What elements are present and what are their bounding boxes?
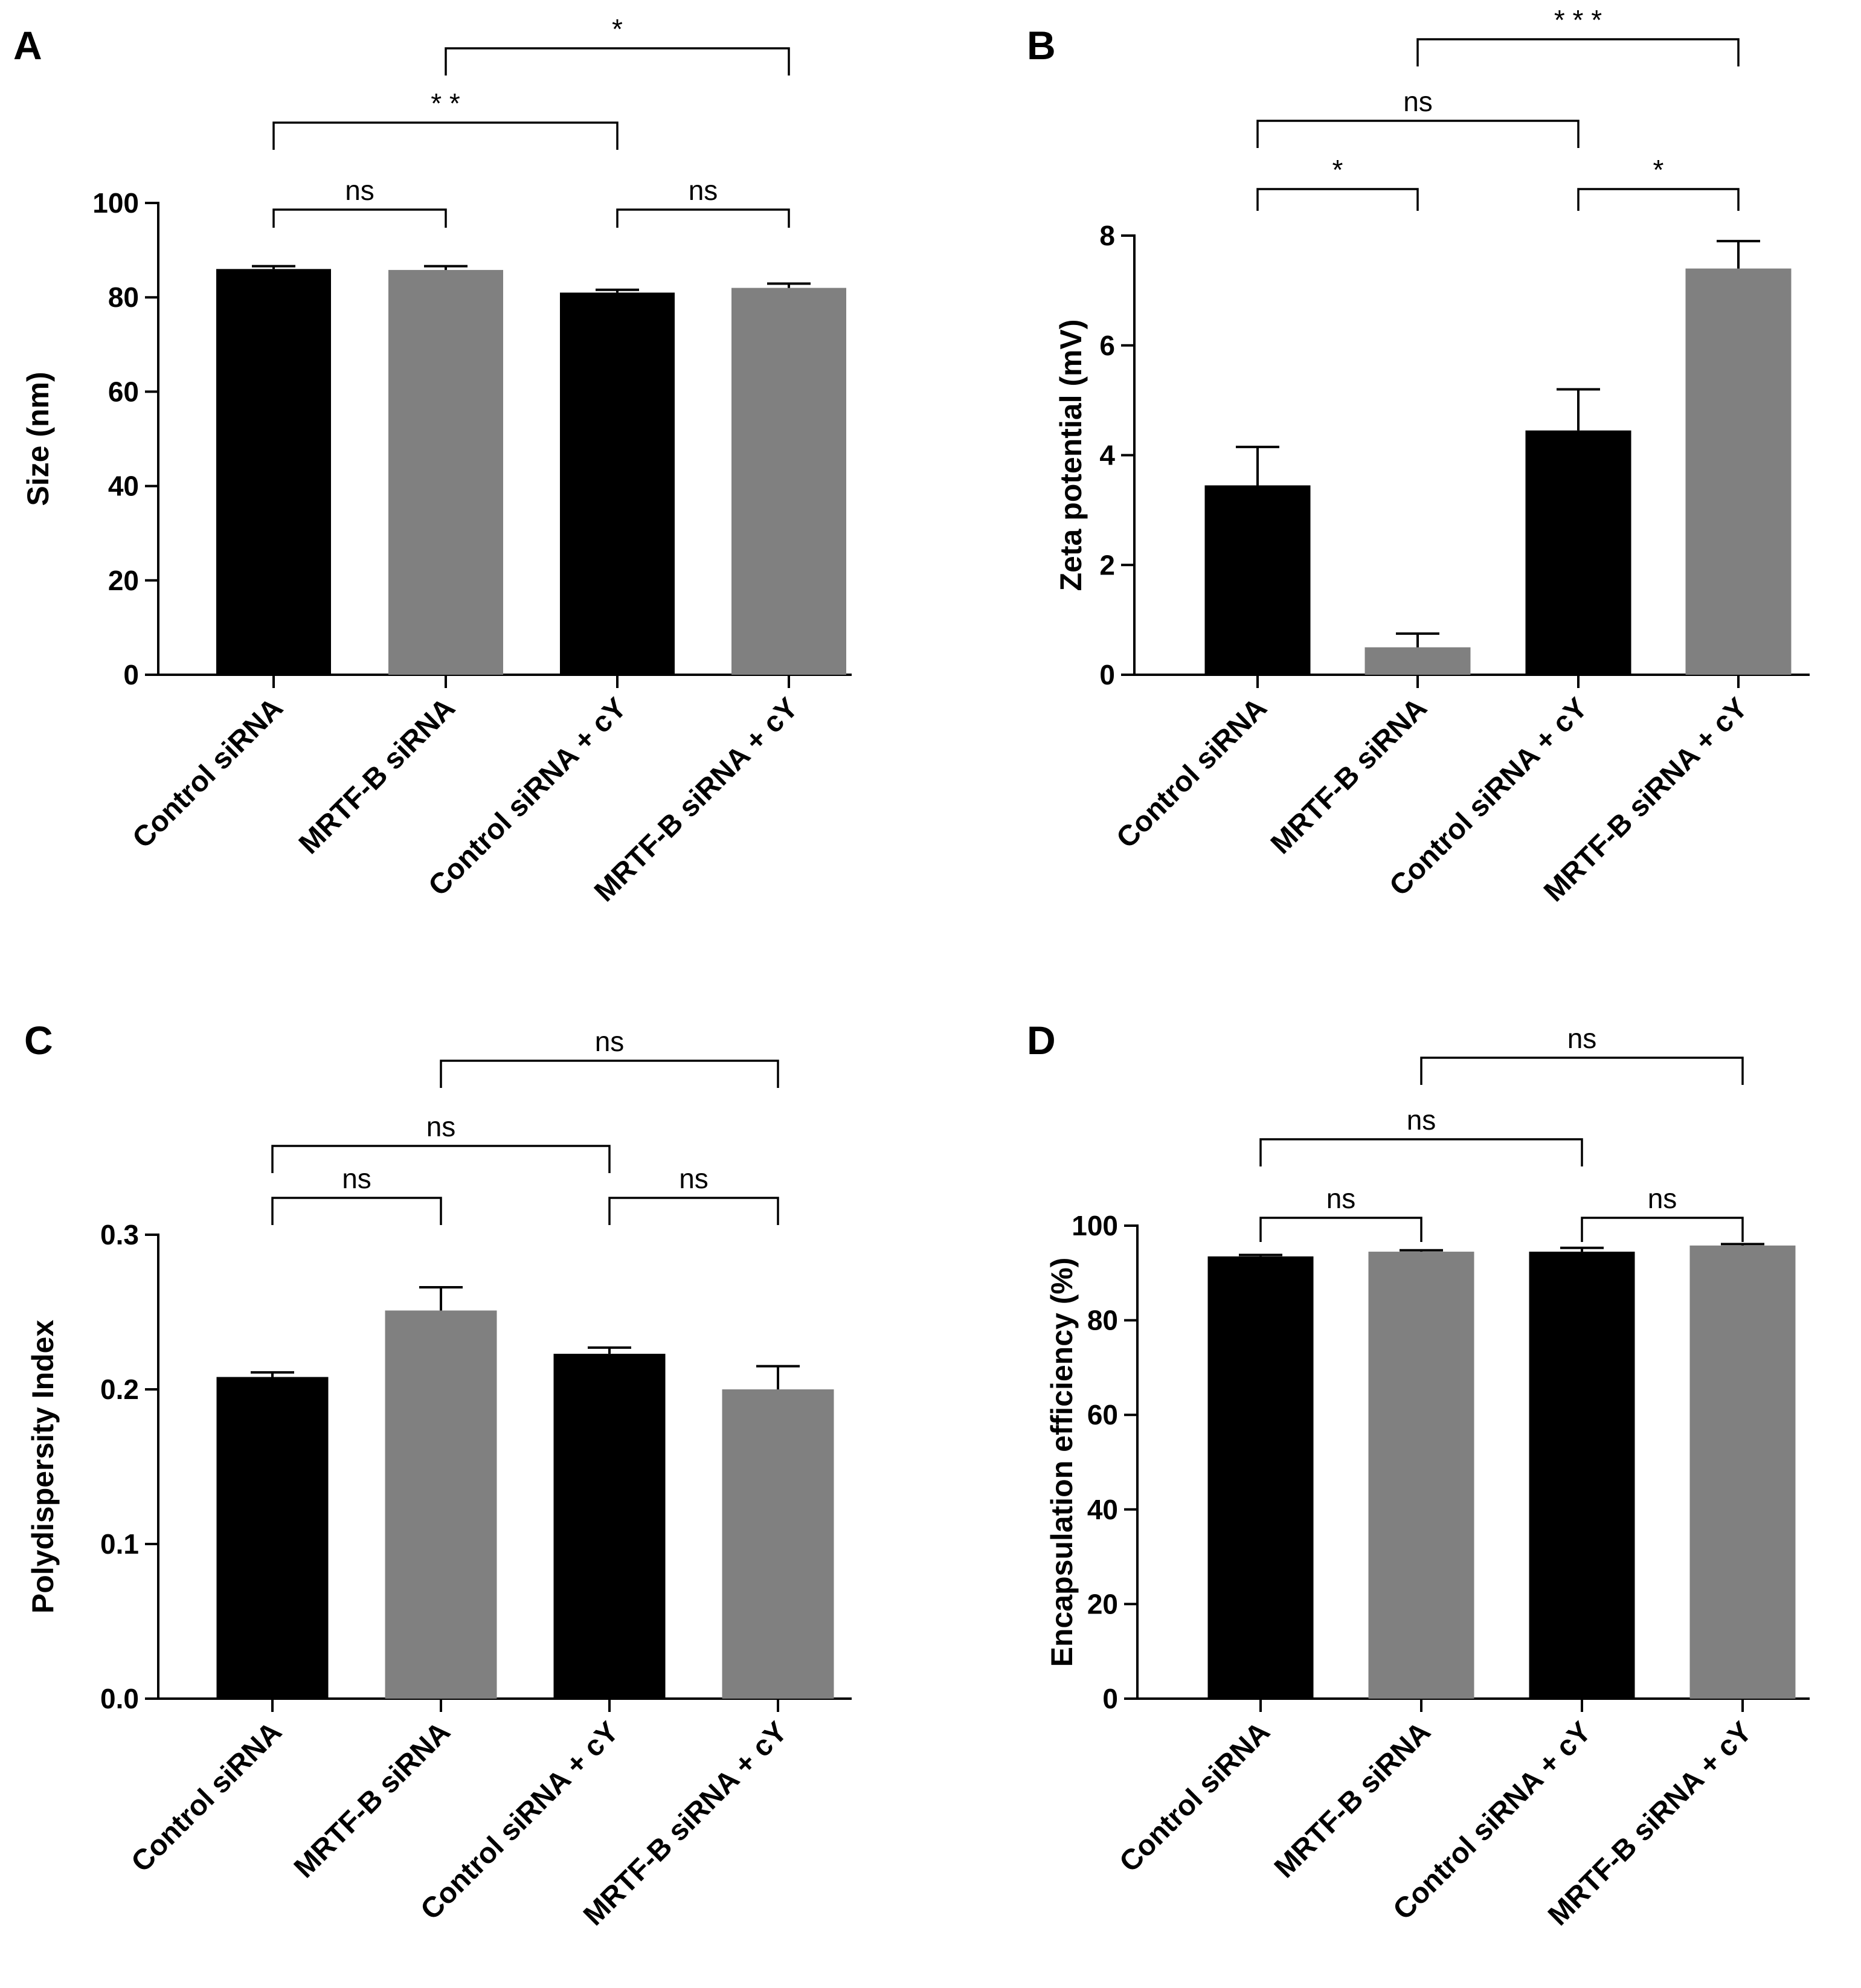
bar-2 (385, 1310, 497, 1699)
significance-label: ns (595, 1026, 625, 1057)
chart-panel-d: D 0 20 40 60 80 100 Encapsulation efficiency (%… (1027, 1018, 1810, 1932)
y-axis-label: Polydispersity Index (26, 1320, 60, 1613)
significance-bracket (1259, 1138, 1583, 1166)
y-tick-label: 40 (108, 471, 139, 502)
x-category-label: MRTF-B siRNA (1265, 692, 1433, 860)
y-tick-label: 0 (123, 659, 139, 690)
x-category-label: Control siRNA (126, 692, 289, 854)
y-tick-label: 80 (108, 281, 139, 313)
bar-2 (1368, 1252, 1474, 1699)
significance-label: ns (345, 175, 374, 206)
x-category-label: MRTF-B siRNA (293, 692, 461, 860)
bar-1 (216, 1377, 329, 1699)
bar-4 (722, 1389, 834, 1699)
bar-1 (1204, 485, 1311, 675)
x-category-label: MRTF-B siRNA (1268, 1716, 1437, 1884)
bar-4 (731, 288, 846, 675)
bar-3 (560, 292, 675, 675)
significance-bracket (271, 1145, 611, 1173)
significance-bracket (1416, 38, 1740, 66)
chart-panel-a: A 0 20 40 60 80 100 Size (nm) Control siRNA MRTF-… (13, 13, 852, 908)
significance-bracket (1259, 1217, 1422, 1242)
panel-letter: D (1027, 1018, 1056, 1063)
significance-label: ns (426, 1111, 456, 1142)
bar-2 (1364, 647, 1471, 675)
significance-bracket (272, 121, 619, 150)
y-tick-label: 40 (1087, 1494, 1118, 1525)
significance-bracket (1420, 1057, 1744, 1085)
y-axis-label: Size (nm) (21, 372, 55, 506)
significance-label: ns (1407, 1104, 1436, 1136)
y-tick-label: 6 (1099, 330, 1115, 361)
bar-1 (216, 269, 331, 675)
y-tick-label: 0 (1102, 1683, 1118, 1714)
y-tick-label: 80 (1087, 1305, 1118, 1336)
x-category-label: Control siRNA (125, 1716, 288, 1878)
y-tick-label: 0.3 (100, 1219, 139, 1250)
y-tick-label: 20 (1087, 1588, 1118, 1620)
significance-bracket (445, 47, 790, 76)
y-tick-label: 2 (1099, 549, 1115, 581)
significance-bracket (271, 1197, 442, 1225)
x-category-label: Control siRNA (1110, 692, 1273, 854)
significance-bracket (608, 1197, 779, 1225)
significance-label: ns (342, 1163, 371, 1194)
significance-label: ns (689, 175, 718, 206)
significance-label: ns (1648, 1183, 1677, 1214)
significance-bracket (616, 208, 790, 228)
y-tick-label: 20 (108, 565, 139, 596)
significance-label: * (612, 13, 623, 45)
significance-label: * * * (1554, 4, 1602, 36)
x-category-label: Control siRNA + cY (422, 692, 632, 902)
significance-bracket (1256, 120, 1580, 148)
significance-bracket (1581, 1217, 1744, 1242)
x-category-label: Control siRNA (1113, 1716, 1276, 1878)
y-axis-label: Encapsulation efficiency (%) (1045, 1258, 1079, 1667)
bar-3 (553, 1354, 666, 1699)
y-tick-label: 0.0 (100, 1683, 139, 1714)
y-tick-label: 8 (1099, 220, 1115, 251)
significance-label: * (1653, 154, 1664, 185)
panel-letter: C (24, 1018, 53, 1063)
significance-bracket (1256, 188, 1419, 211)
bar-2 (388, 269, 503, 675)
y-tick-label: 60 (1087, 1399, 1118, 1430)
panel-letter: B (1027, 23, 1056, 68)
y-tick-label: 0.1 (100, 1528, 139, 1560)
chart-panel-b: B 0 2 4 6 8 Zeta potential (mV) Control siRNAMR… (1027, 4, 1810, 908)
bar-4 (1689, 1245, 1796, 1699)
y-tick-label: 4 (1099, 440, 1115, 471)
significance-bracket (1577, 188, 1740, 211)
chart-panel-c: C 0.0 0.1 0.2 0.3 Polydispersity Index Control… (24, 1018, 852, 1932)
significance-label: * (1332, 154, 1343, 185)
bar-4 (1685, 268, 1792, 675)
significance-label: ns (1567, 1023, 1597, 1054)
significance-label: * * (431, 88, 460, 119)
significance-label: ns (1326, 1183, 1356, 1214)
y-tick-label: 0.2 (100, 1374, 139, 1405)
bar-3 (1529, 1252, 1635, 1699)
y-tick-label: 0 (1099, 659, 1115, 690)
bar-3 (1525, 430, 1631, 675)
y-tick-label: 100 (1072, 1210, 1118, 1241)
significance-label: ns (679, 1163, 709, 1194)
y-axis-label: Zeta potential (mV) (1054, 319, 1088, 591)
x-category-label: MRTF-B siRNA (288, 1716, 457, 1884)
y-tick-label: 60 (108, 376, 139, 407)
significance-bracket (440, 1060, 779, 1088)
bar-1 (1207, 1256, 1314, 1699)
panel-letter: A (13, 23, 42, 68)
significance-bracket (272, 208, 447, 228)
y-tick-label: 100 (92, 187, 139, 219)
significance-label: ns (1403, 86, 1433, 117)
